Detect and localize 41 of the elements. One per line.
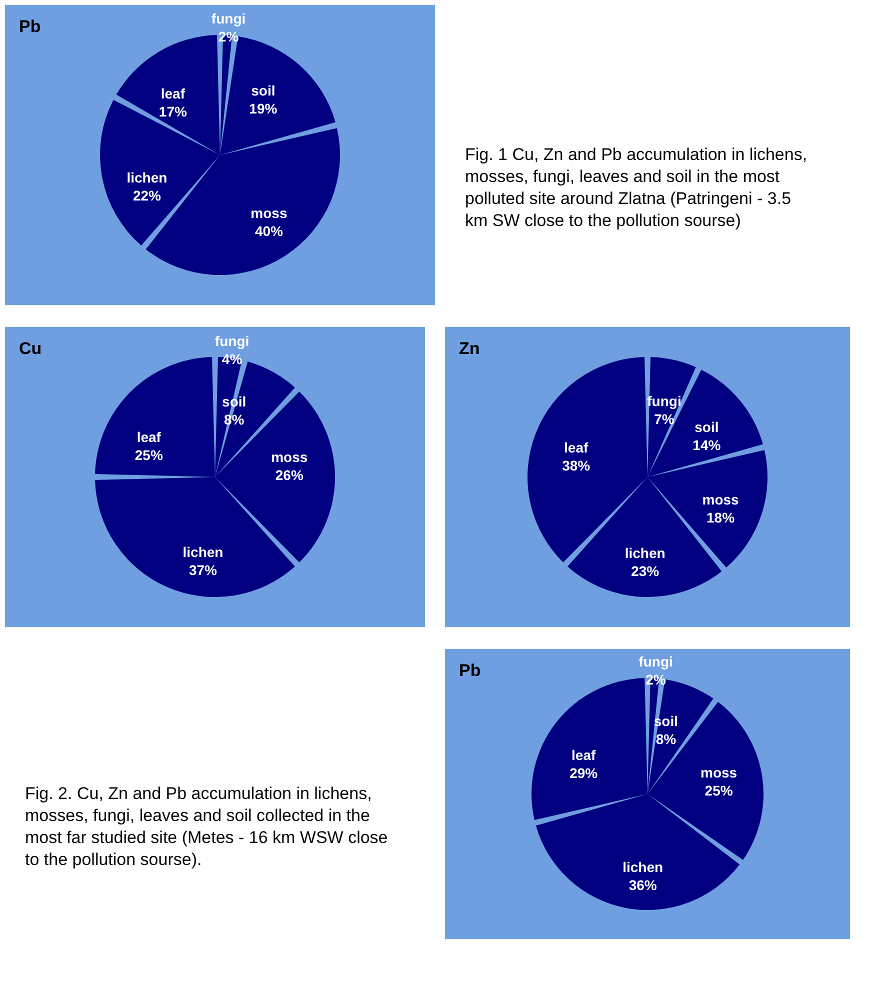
data-label: 17%: [158, 103, 188, 120]
slice-label: soil: [251, 82, 276, 98]
chart-title: Pb: [459, 661, 481, 680]
slice-label: leaf: [564, 440, 588, 456]
slice-label: moss: [250, 205, 288, 222]
data-label: 25%: [134, 446, 164, 463]
chart-title: Pb: [19, 17, 41, 36]
data-label: 8%: [656, 731, 677, 748]
slice-label: leaf: [160, 85, 186, 102]
data-label: 25%: [704, 782, 734, 798]
data-label: 29%: [570, 765, 598, 782]
data-label: 36%: [628, 877, 658, 894]
slice-label: lichen: [622, 859, 664, 876]
slice-label: lichen: [126, 170, 168, 186]
data-label: 26%: [275, 466, 304, 483]
chart-title: Zn: [459, 339, 480, 358]
slice-label: moss: [271, 448, 308, 465]
data-label: 38%: [562, 458, 591, 474]
slice-label: soil: [694, 419, 719, 436]
slice-label: lichen: [624, 544, 666, 561]
slice-label: leaf: [136, 428, 162, 445]
data-label: 37%: [188, 562, 218, 578]
slice-label: moss: [700, 764, 738, 780]
data-label: 23%: [631, 562, 660, 579]
data-label: 7%: [654, 411, 675, 428]
slice-label: fungi: [211, 10, 246, 26]
data-label: 22%: [132, 188, 162, 204]
slice-label: moss: [702, 492, 740, 508]
slice-label: lichen: [182, 544, 224, 560]
data-label: 19%: [249, 100, 278, 116]
data-label: 40%: [254, 223, 284, 240]
data-label: 2%: [646, 671, 666, 688]
chart-title: Cu: [19, 339, 42, 358]
data-label: 14%: [692, 437, 722, 454]
caption: Fig. 2. Cu, Zn and Pb accumulation in lichens, mosses, fungi, leaves and soil collected in the most far studied site (Metes - 16 km WSW close to the pollution sourse).: [25, 784, 388, 869]
data-label: 2%: [218, 28, 240, 44]
caption: Fig. 1 Cu, Zn and Pb accumulation in lichens, mosses, fungi, leaves and soil in the most polluted site around Zlatna (Patringeni - 3.5 km SW close to the pollution sourse): [465, 145, 808, 230]
data-label: 18%: [706, 510, 736, 526]
slice-label: leaf: [572, 747, 596, 764]
slice-label: fungi: [214, 333, 250, 350]
slice-label: fungi: [638, 653, 673, 670]
